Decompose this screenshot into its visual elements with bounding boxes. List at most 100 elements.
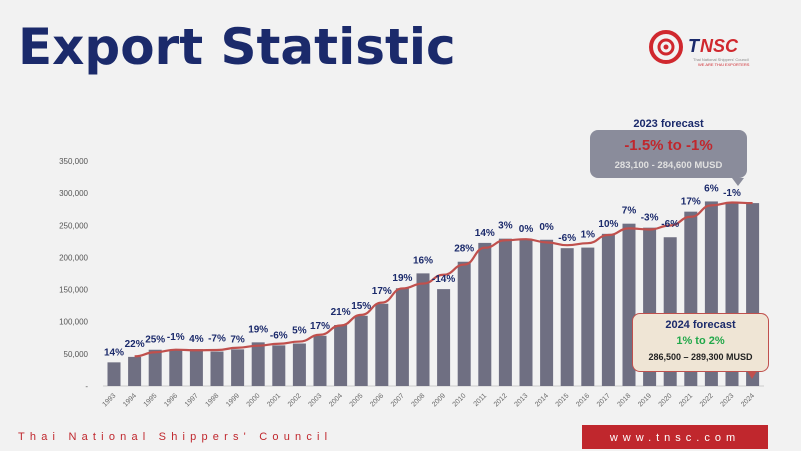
- x-tick-label: 2004: [328, 392, 344, 408]
- x-tick-label: 2001: [266, 392, 282, 408]
- growth-label: 22%: [125, 339, 145, 350]
- bar-2007: [395, 288, 409, 386]
- growth-label: 4%: [189, 334, 204, 345]
- growth-label: -7%: [208, 334, 226, 345]
- growth-label: 10%: [598, 219, 618, 230]
- growth-label: 5%: [292, 326, 307, 337]
- bar-2006: [375, 303, 389, 386]
- footer-organization: Thai National Shippers' Council: [18, 431, 333, 443]
- y-tick-label: 50,000: [64, 350, 89, 359]
- x-tick-label: 1996: [163, 392, 179, 408]
- bar-2001: [272, 345, 286, 386]
- y-tick-label: -: [85, 382, 88, 391]
- growth-label: 17%: [372, 286, 392, 297]
- bar-2010: [457, 261, 471, 386]
- bar-2011: [478, 242, 492, 386]
- growth-label: -6%: [558, 233, 576, 244]
- growth-label: 16%: [413, 255, 433, 266]
- forecast-2023-value: 283,100 - 284,600 MUSD: [614, 160, 723, 171]
- x-tick-label: 2013: [513, 392, 529, 408]
- growth-label: 6%: [704, 183, 719, 194]
- growth-label: -6%: [661, 219, 679, 230]
- growth-label: 21%: [331, 307, 351, 318]
- growth-label: -3%: [641, 213, 659, 224]
- forecast-2023-label: 2023 forecast: [633, 118, 704, 130]
- bar-1995: [148, 349, 162, 386]
- growth-label: 7%: [622, 206, 637, 217]
- x-tick-label: 2007: [390, 392, 406, 408]
- x-tick-label: 2023: [719, 392, 735, 408]
- bar-1993: [107, 362, 121, 386]
- x-tick-label: 2016: [575, 392, 591, 408]
- forecast-2024-label: 2024 forecast: [665, 319, 736, 331]
- x-tick-label: 1995: [143, 392, 159, 408]
- x-tick-label: 2021: [678, 392, 694, 408]
- bar-2004: [334, 324, 348, 386]
- bar-2017: [601, 233, 615, 386]
- growth-label: 19%: [248, 324, 268, 335]
- bar-2013: [519, 239, 533, 386]
- x-tick-label: 2018: [616, 392, 632, 408]
- footer-website-link[interactable]: www.tnsc.com: [582, 425, 768, 449]
- growth-label: 7%: [230, 334, 245, 345]
- growth-label: 17%: [681, 197, 701, 208]
- tnsc-logo: T NSC Thai National Shippers' Council WE…: [649, 30, 750, 67]
- x-tick-label: 2020: [658, 392, 674, 408]
- bar-2005: [354, 315, 368, 386]
- svg-text:WE ARE THAI EXPORTERS: WE ARE THAI EXPORTERS: [698, 62, 750, 67]
- x-tick-label: 1999: [225, 392, 241, 408]
- growth-label: 14%: [104, 347, 124, 358]
- x-tick-label: 2017: [596, 392, 612, 408]
- x-tick-label: 2022: [699, 392, 715, 408]
- bar-2009: [437, 289, 451, 386]
- bar-1999: [231, 349, 245, 386]
- x-tick-label: 2015: [555, 392, 571, 408]
- svg-text:NSC: NSC: [700, 36, 739, 56]
- bar-2016: [581, 247, 595, 386]
- bar-2014: [540, 239, 554, 386]
- page-title: Export Statistic: [18, 18, 456, 76]
- bar-2002: [292, 343, 306, 386]
- y-tick-label: 300,000: [59, 189, 88, 198]
- bar-2008: [416, 273, 430, 386]
- growth-label: 28%: [454, 244, 474, 255]
- growth-label: -14%: [432, 274, 455, 285]
- growth-label: 19%: [392, 273, 412, 284]
- growth-label: 25%: [145, 335, 165, 346]
- x-tick-label: 2014: [534, 392, 550, 408]
- x-tick-label: 2011: [473, 392, 489, 408]
- y-tick-label: 200,000: [59, 253, 88, 262]
- x-tick-label: 1998: [204, 392, 220, 408]
- growth-label: -6%: [270, 330, 288, 341]
- bar-2012: [498, 238, 512, 386]
- x-tick-label: 2024: [740, 392, 756, 408]
- forecast-2024-callout: 2024 forecast 1% to 2% 286,500 – 289,300…: [632, 313, 769, 379]
- bar-1998: [210, 351, 224, 386]
- svg-text:Thai National Shippers' Counci: Thai National Shippers' Council: [693, 57, 749, 62]
- y-tick-label: 350,000: [59, 157, 88, 166]
- y-tick-label: 150,000: [59, 286, 88, 295]
- growth-label: 3%: [498, 221, 513, 232]
- y-tick-label: 250,000: [59, 221, 88, 230]
- x-tick-label: 2006: [369, 392, 385, 408]
- x-tick-label: 2000: [246, 392, 262, 408]
- logo-ring-icon: [649, 30, 683, 64]
- x-tick-label: 2010: [452, 392, 468, 408]
- bar-1997: [189, 349, 203, 386]
- bar-2003: [313, 335, 327, 386]
- growth-label: 0%: [519, 224, 534, 235]
- growth-label: 17%: [310, 321, 330, 332]
- forecast-2024-range: 1% to 2%: [676, 335, 725, 347]
- bar-2015: [560, 248, 574, 386]
- y-tick-label: 100,000: [59, 318, 88, 327]
- growth-label: 14%: [475, 228, 495, 239]
- growth-label: 15%: [351, 301, 371, 312]
- bar-1994: [128, 356, 142, 386]
- x-tick-label: 1994: [122, 392, 138, 408]
- x-tick-label: 1993: [101, 392, 117, 408]
- x-tick-label: 2002: [287, 392, 303, 408]
- bar-1996: [169, 350, 183, 386]
- x-tick-label: 2019: [637, 392, 653, 408]
- forecast-2023-range: -1.5% to -1%: [624, 137, 713, 154]
